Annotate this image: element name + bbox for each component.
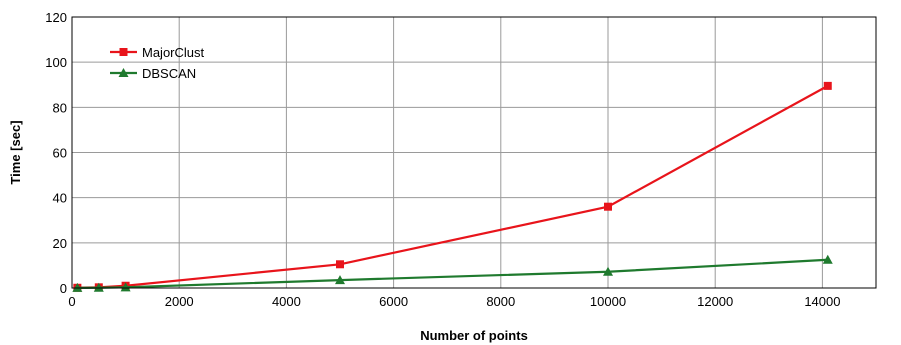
legend-item: DBSCAN: [110, 66, 196, 81]
x-tick-label: 8000: [486, 294, 515, 309]
x-tick-label: 6000: [379, 294, 408, 309]
data-point: [604, 202, 612, 211]
data-point: [335, 275, 345, 285]
series-layer: [72, 81, 833, 292]
x-tick-label: 12000: [697, 294, 733, 309]
tick-labels: 0 2000 4000 6000 8000 10000 12000 14000 0 20 40 60 8…: [45, 10, 840, 309]
legend-label: DBSCAN: [142, 66, 196, 81]
series-majorclust: [73, 81, 832, 292]
x-tick-label: 10000: [590, 294, 626, 309]
plot-frame: [71, 16, 877, 289]
data-point: [823, 81, 832, 90]
legend-label: MajorClust: [142, 45, 205, 60]
data-point: [603, 266, 613, 276]
y-tick-label: 20: [53, 236, 67, 251]
legend-item: MajorClust: [110, 45, 205, 60]
y-tick-label: 120: [45, 10, 67, 25]
y-tick-label: 100: [45, 55, 67, 70]
series-dbscan: [72, 254, 833, 292]
legend-marker: [118, 68, 129, 77]
legend: MajorClust DBSCAN: [110, 45, 205, 81]
data-point: [72, 282, 83, 292]
y-tick-label: 80: [53, 100, 67, 115]
legend-marker: [119, 48, 128, 56]
x-tick-label: 14000: [804, 294, 840, 309]
grid: [71, 16, 876, 289]
y-tick-label: 0: [60, 281, 67, 296]
data-point: [336, 260, 344, 269]
data-point: [822, 254, 833, 264]
y-axis-title: Time [sec]: [8, 120, 23, 184]
x-axis-title: Number of points: [420, 328, 528, 343]
x-tick-label: 2000: [165, 294, 194, 309]
x-tick-label: 4000: [272, 294, 301, 309]
data-point: [93, 282, 104, 292]
y-tick-label: 40: [53, 191, 67, 206]
data-point: [120, 282, 131, 292]
x-tick-label: 0: [68, 294, 75, 309]
y-tick-label: 60: [53, 146, 67, 161]
